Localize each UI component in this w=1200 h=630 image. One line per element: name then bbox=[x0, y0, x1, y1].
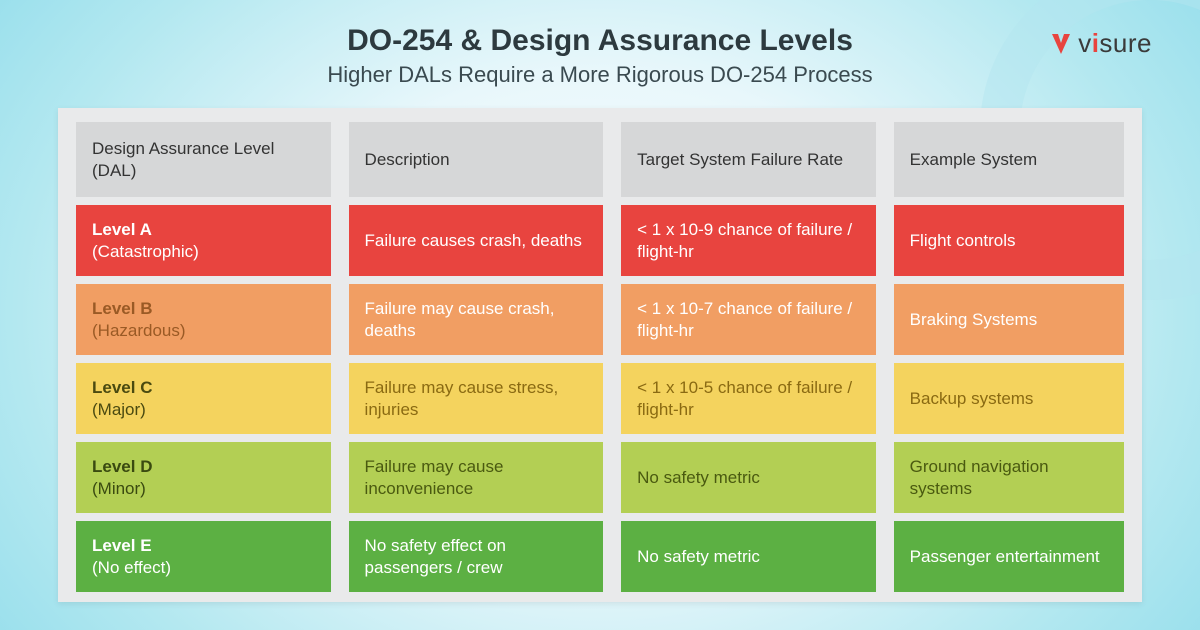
dal-failure-rate-cell: < 1 x 10-5 chance of failure / flight-hr bbox=[621, 363, 876, 434]
dal-table: Design Assurance Level (DAL)DescriptionT… bbox=[76, 122, 1124, 592]
dal-failure-rate-cell: < 1 x 10-7 chance of failure / flight-hr bbox=[621, 284, 876, 355]
dal-level-cell: Level D(Minor) bbox=[76, 442, 331, 513]
dal-description-cell: No safety effect on passengers / crew bbox=[349, 521, 604, 592]
dal-description-cell: Failure may cause crash, deaths bbox=[349, 284, 604, 355]
dal-failure-rate-cell: No safety metric bbox=[621, 442, 876, 513]
page-title: DO-254 & Design Assurance Levels bbox=[0, 24, 1200, 58]
title-block: DO-254 & Design Assurance Levels Higher … bbox=[0, 24, 1200, 88]
dal-example-cell: Braking Systems bbox=[894, 284, 1124, 355]
dal-example-cell: Backup systems bbox=[894, 363, 1124, 434]
dal-example-cell: Ground navigation systems bbox=[894, 442, 1124, 513]
dal-failure-rate-cell: No safety metric bbox=[621, 521, 876, 592]
table-panel: Design Assurance Level (DAL)DescriptionT… bbox=[58, 108, 1142, 602]
dal-level-cell: Level B(Hazardous) bbox=[76, 284, 331, 355]
dal-level-cell: Level A(Catastrophic) bbox=[76, 205, 331, 276]
dal-failure-rate-cell: < 1 x 10-9 chance of failure / flight-hr bbox=[621, 205, 876, 276]
dal-description-cell: Failure may cause inconvenience bbox=[349, 442, 604, 513]
dal-example-cell: Flight controls bbox=[894, 205, 1124, 276]
column-header: Design Assurance Level (DAL) bbox=[76, 122, 331, 197]
page-subtitle: Higher DALs Require a More Rigorous DO-2… bbox=[0, 62, 1200, 88]
dal-description-cell: Failure may cause stress, injuries bbox=[349, 363, 604, 434]
dal-level-cell: Level C(Major) bbox=[76, 363, 331, 434]
dal-description-cell: Failure causes crash, deaths bbox=[349, 205, 604, 276]
column-header: Example System bbox=[894, 122, 1124, 197]
column-header: Description bbox=[349, 122, 604, 197]
dal-example-cell: Passenger entertainment bbox=[894, 521, 1124, 592]
dal-level-cell: Level E(No effect) bbox=[76, 521, 331, 592]
column-header: Target System Failure Rate bbox=[621, 122, 876, 197]
